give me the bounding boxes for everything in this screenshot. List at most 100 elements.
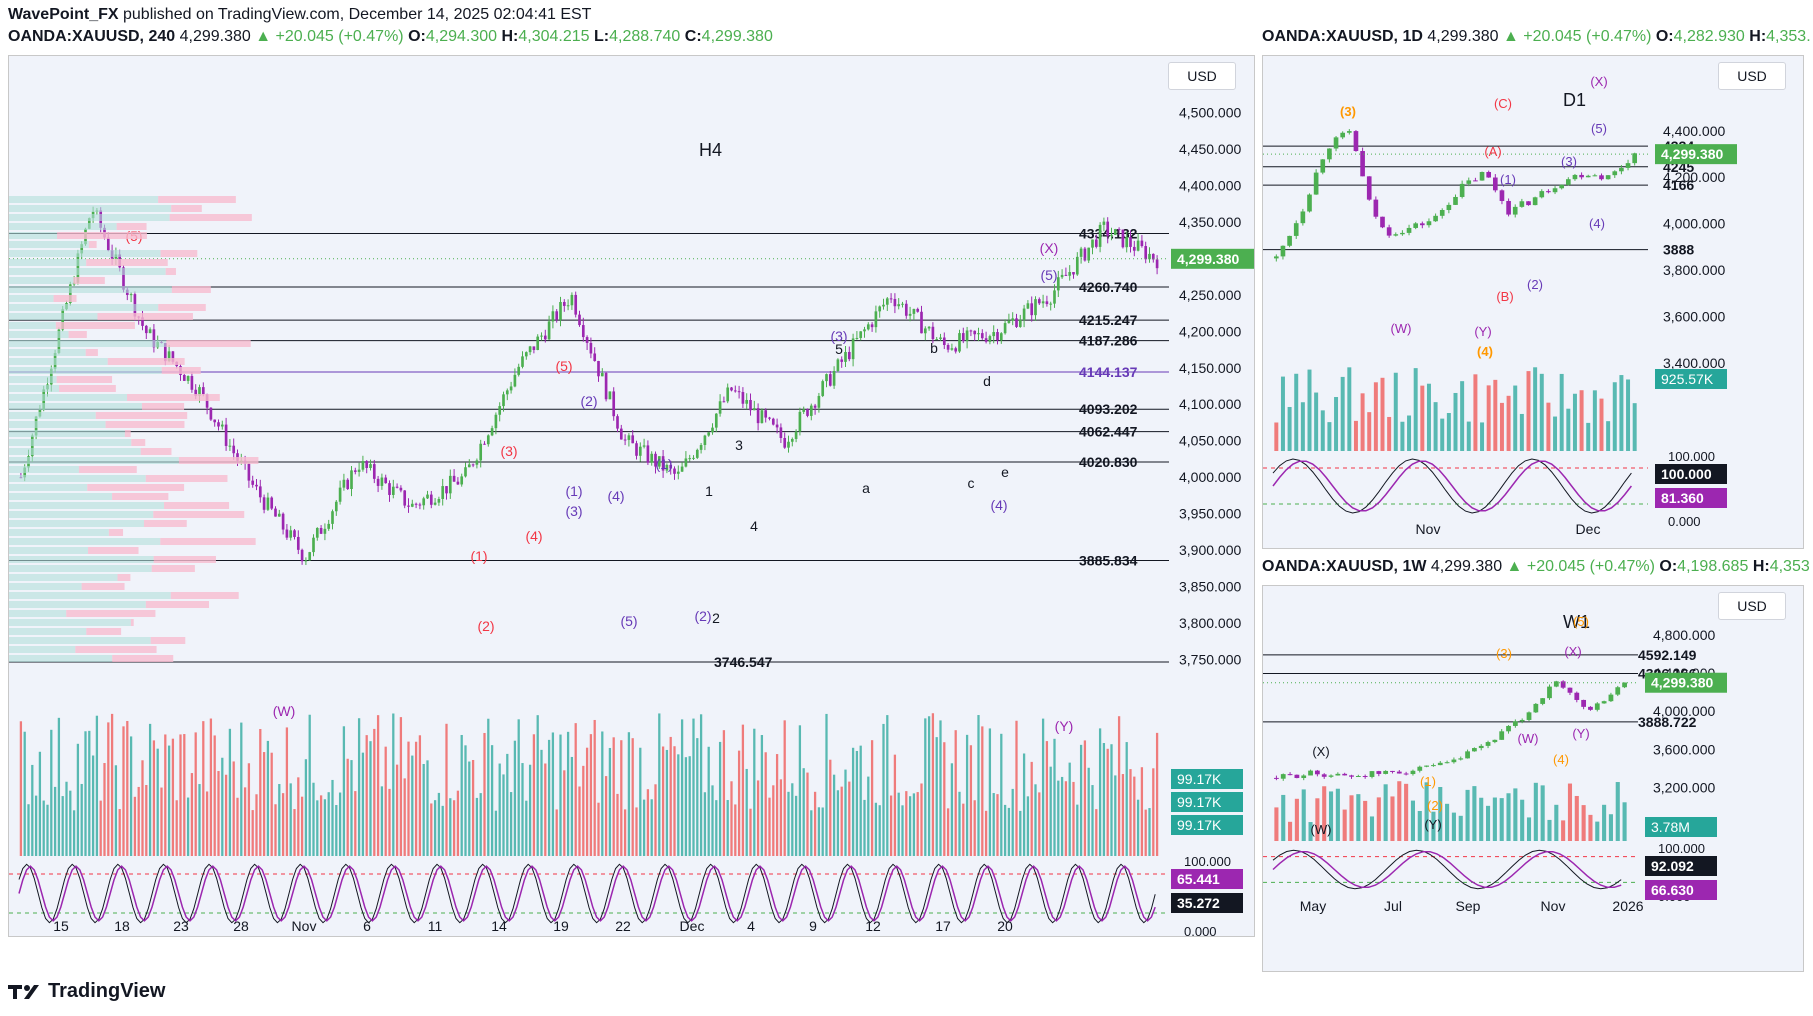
w1-volume-bar [1554,804,1559,841]
h4-volume-bar [418,735,422,856]
d1-currency-button[interactable]: USD [1718,62,1786,90]
h4-volume-bar [145,785,148,856]
h4-x-tick-label: 28 [233,918,249,934]
d1-volume-bar [1294,373,1299,451]
d1-chart[interactable]: D1 4,400.000 4,200.000 4,000.000 3,800.000 3,… [1262,55,1804,549]
d1-candle-body [1287,235,1292,246]
w1-volume-tag-text: 3.78M [1651,819,1690,835]
d1-volume-bar [1519,413,1524,451]
h4-candle-body [855,337,859,339]
h4-volume-bar [259,728,262,856]
d1-volume-bar [1426,383,1431,451]
h4-y-tick-label: 4,100.000 [1179,396,1241,412]
h4-volume-bar [715,800,718,856]
d1-volume-bar [1334,397,1339,451]
h4-volume-bar [897,792,900,856]
h4-volume-bar [50,729,53,856]
h4-candle-body [904,303,908,316]
h4-chart[interactable]: H4 4,500.000 4,450.000 4,400.000 4,350.000 4,… [8,55,1255,937]
d1-volume-bar [1539,373,1544,451]
tradingview-logo[interactable]: TradingView [8,980,165,1003]
h4-candle-body [612,391,616,417]
h4-candle-body [973,330,977,335]
h4-candle-body [471,464,475,466]
h4-stoch-value: 35.272 [1177,895,1220,911]
c-value: 4,299.380 [701,28,773,45]
h4-volume-bar [468,761,471,856]
h4-volume-bar [126,720,129,856]
d1-volume-bar [1606,421,1611,451]
h4-y-tick-label: 4,350.000 [1179,214,1241,230]
h4-candle-body [384,477,388,484]
w1-candle-body [1321,774,1327,777]
h4-currency-button[interactable]: USD [1168,62,1236,90]
h4-volume-profile-bar [88,241,97,248]
h4-volume-bar [354,791,357,856]
h4-candle-body [737,391,741,393]
w1-volume-bar [1369,816,1375,841]
l-value: 4,288.740 [609,28,681,45]
w1-volume-bar [1588,814,1593,841]
w1-currency-button[interactable]: USD [1718,592,1786,620]
w1-volume-bar [1390,796,1395,841]
h4-volume-bar [99,800,102,856]
w1-volume-bar [1335,788,1340,841]
d1-candle-body [1273,256,1279,259]
h4-candle-body [144,325,148,334]
h4-volume-bar [475,797,479,856]
d1-volume-bar [1307,369,1312,451]
author[interactable]: WavePoint_FX [8,6,119,23]
h4-candle-body [391,486,395,495]
w1-volume-bar [1479,797,1484,841]
d1-candle-body [1579,174,1584,178]
h4-candle-body [224,424,228,446]
d1-volume-tag-text: 925.57K [1661,371,1714,387]
h4-candle-body [1129,236,1132,247]
h4-volume-bar [1083,740,1087,856]
w1-symbol[interactable]: OANDA:XAUUSD, 1W [1262,558,1427,575]
h4-volume-bar [1041,718,1045,856]
w1-level-label: 4592.149 [1638,647,1697,663]
d1-y-tick-label: 4,200.000 [1663,169,1725,185]
h4-candle-body [338,487,342,502]
h4-volume-profile-bar [112,493,169,500]
d1-candle-body [1439,210,1445,216]
w1-chart[interactable]: W14,800.0004,400.0004,000.0003,600.0003,… [1262,585,1804,972]
h4-volume-bar [806,772,809,856]
h4-candle-body [509,386,513,391]
h4-wave-label: c [968,475,975,491]
h4-volume-bar [935,737,938,856]
h4-volume-bar [53,786,57,856]
h4-volume-profile-bar [9,520,144,527]
h4-candle-body [365,461,369,468]
h4-candle-body [304,560,308,562]
h4-volume-bar [612,737,615,856]
d1-level-label: 3888 [1663,242,1694,258]
h4-volume-bar [1057,780,1060,856]
h4-symbol[interactable]: OANDA:XAUUSD, 240 [8,28,176,45]
h4-volume-bar [76,743,80,856]
d1-symbol[interactable]: OANDA:XAUUSD, 1D [1262,28,1423,45]
h4-level-label: 4144.137 [1079,364,1138,380]
h4-candle-body [1056,277,1060,291]
d1-volume-bar [1347,367,1352,451]
h4-volume-bar [152,740,156,856]
tradingview-brand: TradingView [48,980,166,1002]
w1-volume-bar [1445,803,1450,841]
h4-candle-body [277,513,281,517]
w1-volume-bar [1615,782,1620,841]
w1-candle-body [1294,774,1300,779]
h4-volume-bar [365,735,368,856]
h-value: 4,304.215 [518,28,590,45]
h4-volume-bar [775,754,779,856]
h4-volume-profile-bar [9,205,172,212]
d1-candle-body [1612,171,1618,176]
d1-candle-body [1380,216,1385,228]
h4-volume-bar [851,747,855,856]
h4-candle-body [475,460,479,465]
d1-volume-bar [1499,402,1504,451]
h4-volume-bar [262,752,266,856]
h4-volume-bar [958,791,961,856]
h4-volume-profile-bar [9,313,98,320]
w1-volume-bar [1520,799,1525,841]
